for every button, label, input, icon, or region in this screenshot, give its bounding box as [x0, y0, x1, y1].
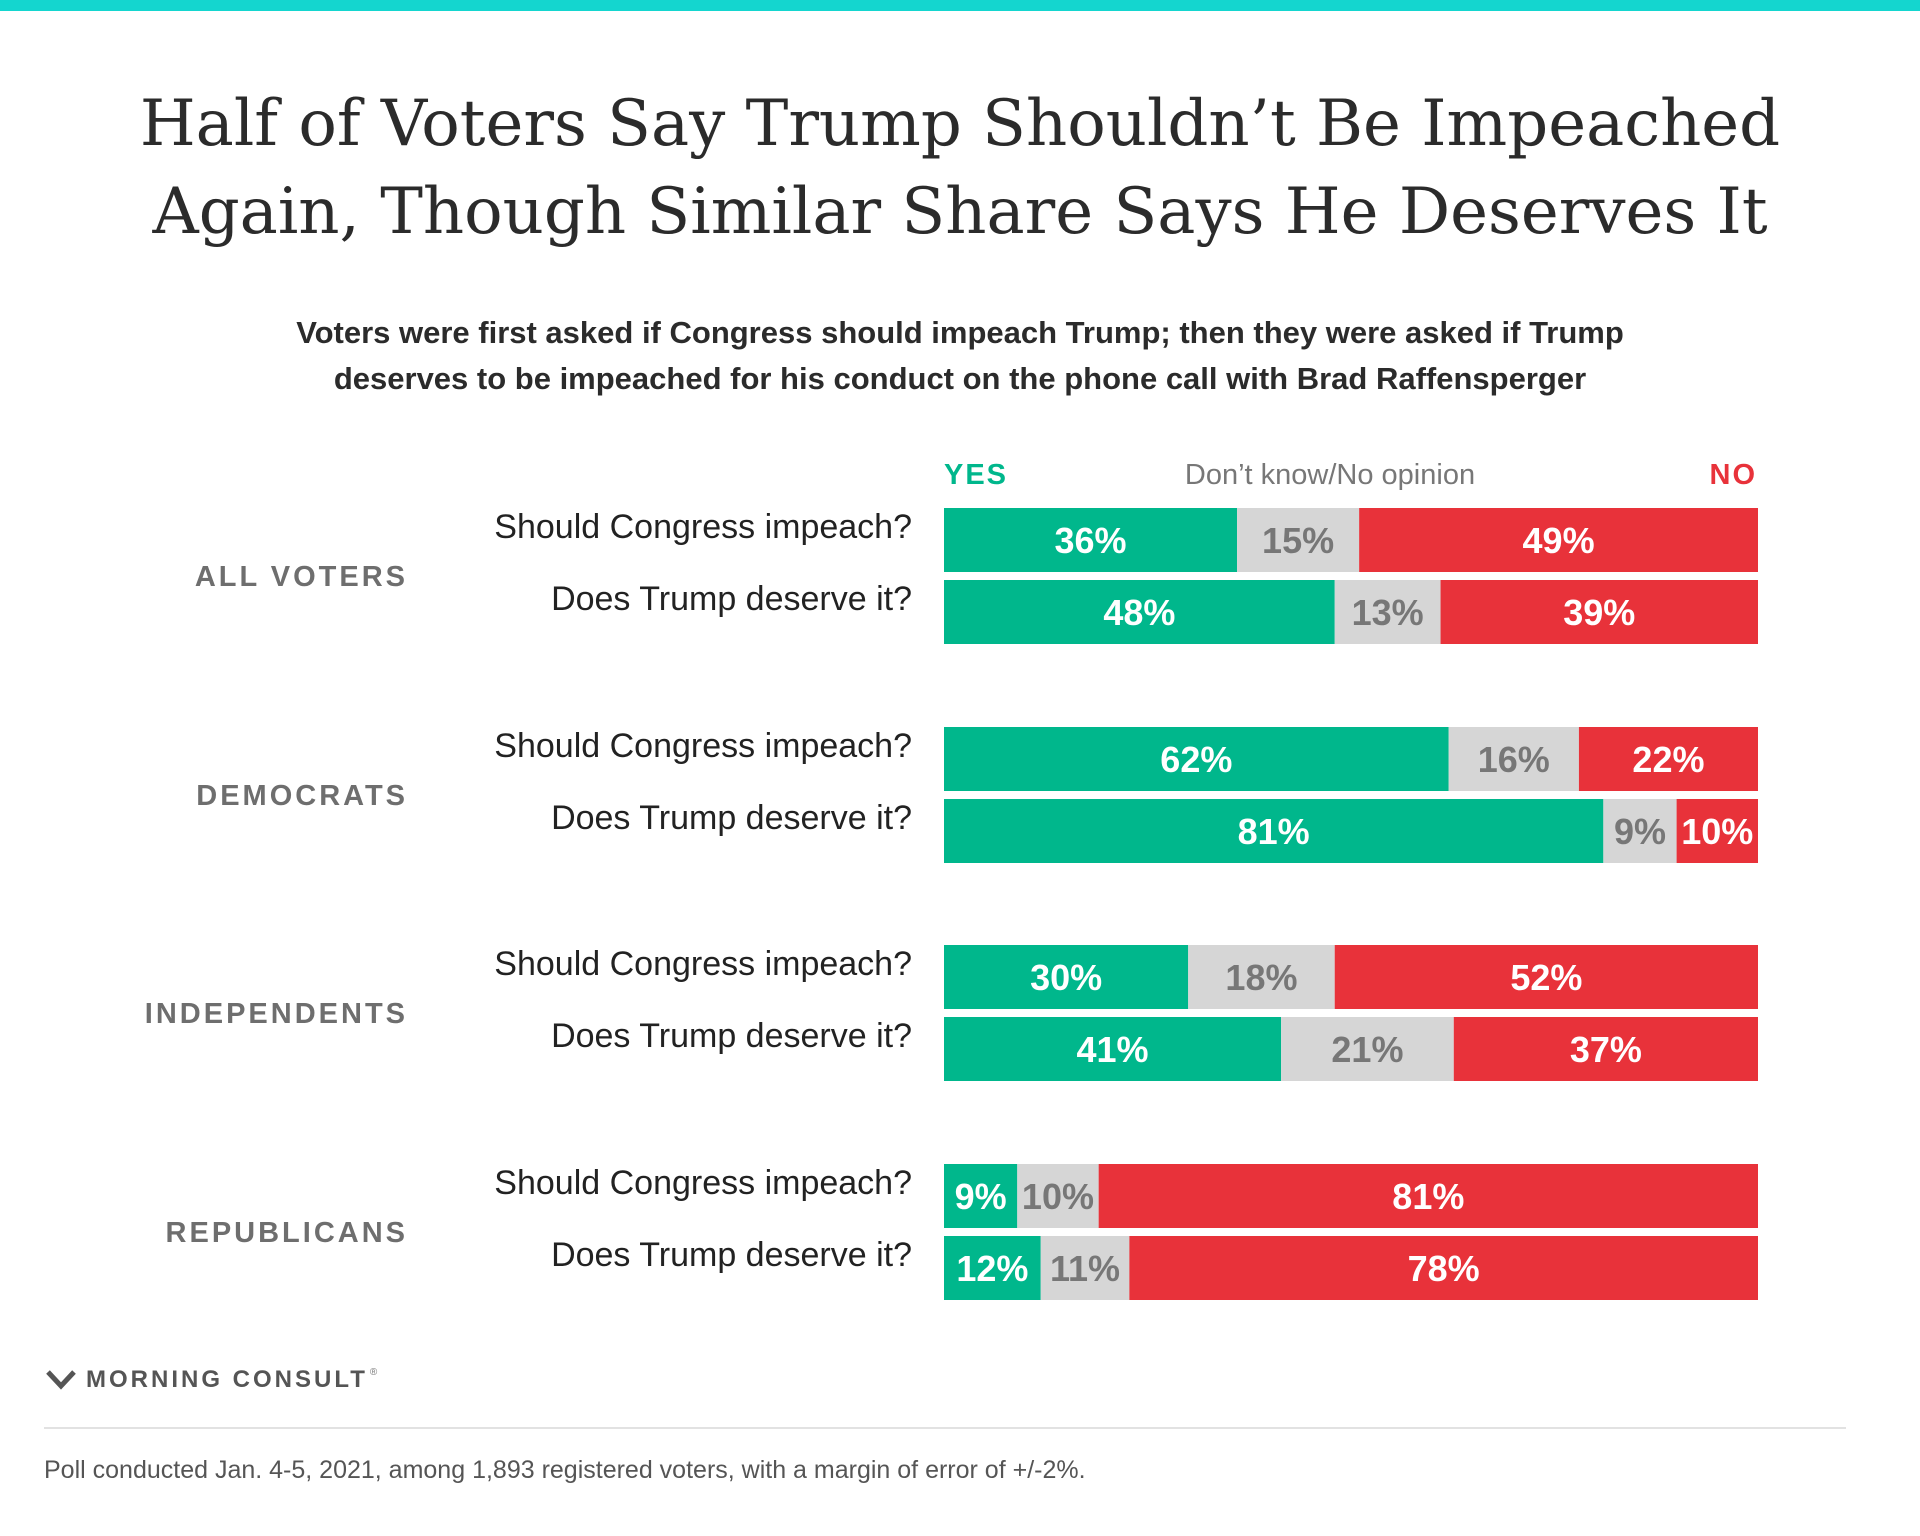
bar-segment-no [1098, 1164, 1758, 1228]
bar-segment-dont-know [1237, 508, 1360, 572]
brand-name: MORNING CONSULT [86, 1366, 368, 1393]
legend-dont-know: Don’t know/No opinion [1185, 459, 1475, 491]
brand-trademark: ® [369, 1367, 378, 1378]
data-label-dont-know: 16% [1478, 739, 1550, 780]
subtitle-line-1: Voters were first asked if Congress shou… [296, 315, 1624, 350]
data-label-dont-know: 15% [1262, 520, 1334, 561]
data-label-no: 22% [1632, 739, 1704, 780]
footnote: Poll conducted Jan. 4-5, 2021, among 1,8… [44, 1456, 1086, 1484]
data-label-no: 49% [1523, 520, 1595, 561]
bar-segment-yes [944, 1017, 1282, 1081]
data-label-dont-know: 13% [1352, 592, 1424, 633]
data-label-dont-know: 21% [1331, 1029, 1403, 1070]
row-label: Does Trump deserve it? [551, 1017, 912, 1055]
data-label-yes: 30% [1030, 957, 1102, 998]
bar-segment-yes [944, 580, 1335, 644]
bar-segment-dont-know [1040, 1236, 1130, 1300]
data-label-yes: 48% [1103, 592, 1175, 633]
row-label: Should Congress impeach? [494, 508, 912, 546]
row-label: Should Congress impeach? [494, 945, 912, 983]
data-label-no: 78% [1408, 1248, 1480, 1289]
bar-segment-yes [944, 945, 1189, 1009]
bar-segment-dont-know [1017, 1164, 1099, 1228]
morning-consult-logo-icon [46, 1370, 76, 1390]
data-label-yes: 62% [1160, 739, 1232, 780]
footer-divider [44, 1427, 1846, 1429]
bar-segment-no [1578, 727, 1758, 791]
data-label-no: 52% [1510, 957, 1582, 998]
bar-segment-dont-know [1603, 799, 1677, 863]
row-label: Does Trump deserve it? [551, 580, 912, 618]
bar-segment-no [1453, 1017, 1758, 1081]
data-label-yes: 9% [955, 1176, 1007, 1217]
data-label-dont-know: 10% [1022, 1176, 1094, 1217]
row-label: Should Congress impeach? [494, 1164, 912, 1202]
bar-segment-dont-know [1188, 945, 1335, 1009]
data-label-no: 37% [1570, 1029, 1642, 1070]
legend-yes: YES [944, 459, 1008, 491]
bar-segment-no [1334, 945, 1758, 1009]
row-label: Should Congress impeach? [494, 727, 912, 765]
data-label-yes: 81% [1238, 811, 1310, 852]
data-label-dont-know: 11% [1050, 1248, 1120, 1289]
data-label-yes: 41% [1077, 1029, 1149, 1070]
bar-segment-dont-know [1281, 1017, 1454, 1081]
data-label-no: 10% [1681, 811, 1753, 852]
data-label-dont-know: 18% [1225, 957, 1297, 998]
bar-segment-no [1440, 580, 1758, 644]
bar-segment-no [1676, 799, 1758, 863]
bar-segment-yes [944, 1164, 1018, 1228]
title-line-1: Half of Voters Say Trump Shouldn’t Be Im… [139, 87, 1781, 161]
legend-no: NO [1710, 459, 1758, 491]
bar-segment-dont-know [1448, 727, 1579, 791]
brand: MORNING CONSULT ® [46, 1365, 377, 1395]
data-label-no: 39% [1563, 592, 1635, 633]
bar-segment-yes [944, 799, 1604, 863]
data-label-no: 81% [1392, 1176, 1464, 1217]
group-label: DEMOCRATS [196, 780, 408, 812]
data-label-yes: 36% [1054, 520, 1126, 561]
chart-subtitle: Voters were first asked if Congress shou… [160, 310, 1760, 402]
group-label: ALL VOTERS [195, 561, 408, 593]
top-accent-bar [0, 0, 1920, 11]
chart-title: Half of Voters Say Trump Shouldn’t Be Im… [0, 80, 1920, 256]
bar-segment-dont-know [1334, 580, 1441, 644]
row-label: Does Trump deserve it? [551, 1236, 912, 1274]
title-line-2: Again, Though Similar Share Says He Dese… [152, 175, 1768, 249]
group-label: INDEPENDENTS [145, 998, 408, 1030]
data-label-yes: 12% [956, 1248, 1028, 1289]
subtitle-line-2: deserves to be impeached for his conduct… [333, 361, 1587, 396]
data-label-dont-know: 9% [1614, 811, 1666, 852]
bar-segment-yes [944, 508, 1238, 572]
bar-segment-yes [944, 727, 1449, 791]
row-label: Does Trump deserve it? [551, 799, 912, 837]
group-label: REPUBLICANS [166, 1217, 408, 1249]
bar-segment-yes [944, 1236, 1041, 1300]
bar-segment-no [1129, 1236, 1758, 1300]
bar-segment-no [1359, 508, 1758, 572]
